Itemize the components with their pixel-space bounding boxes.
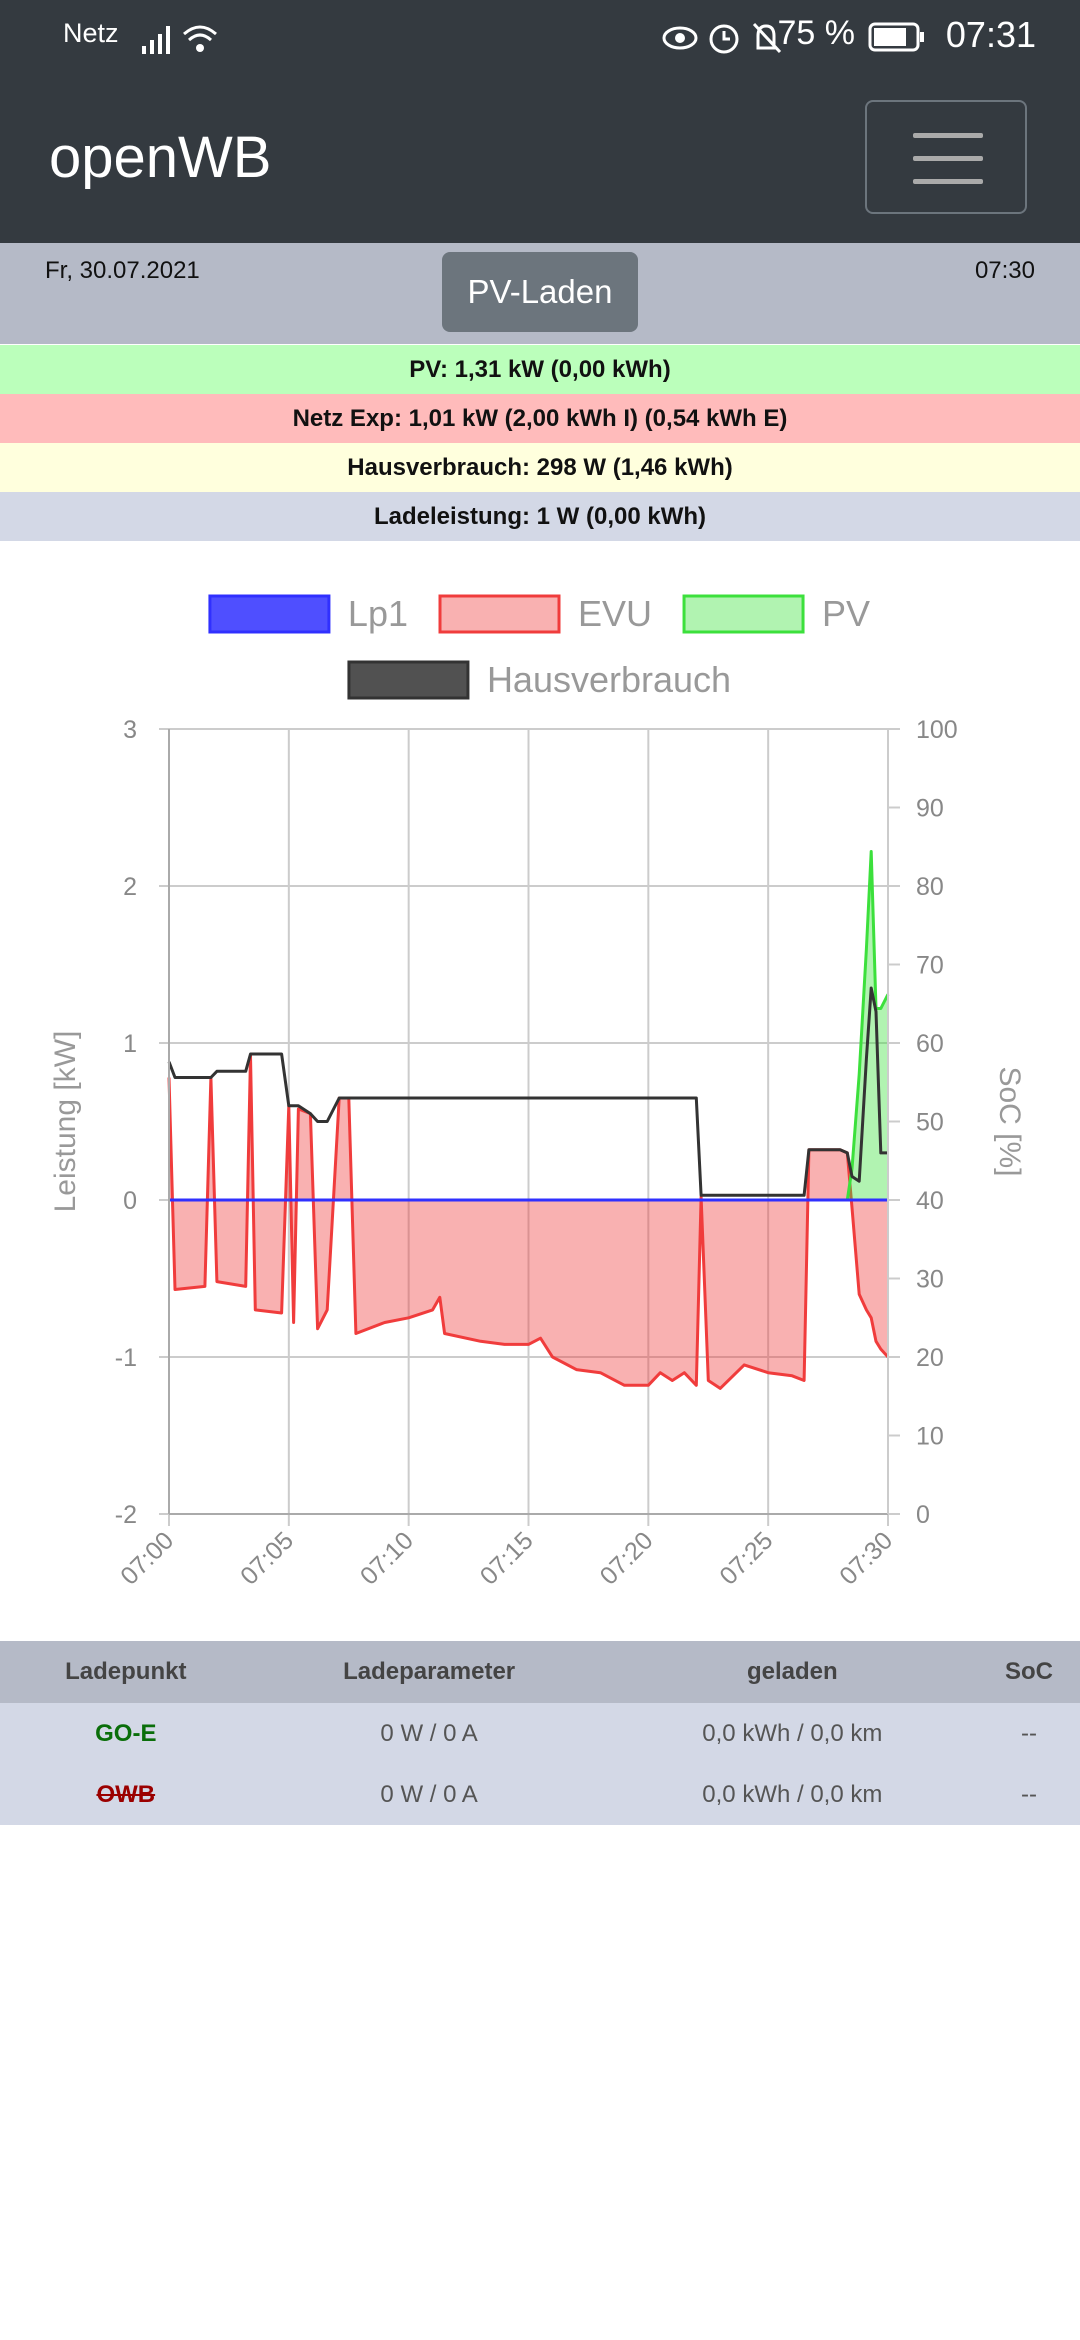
legend-row: Hausverbrauch bbox=[347, 659, 731, 700]
y2-tick-label: 90 bbox=[916, 795, 944, 823]
cell: 0,0 kWh / 0,0 km bbox=[606, 1764, 978, 1825]
table-row: OWB 0 W / 0 A 0,0 kWh / 0,0 km -- bbox=[0, 1764, 1080, 1825]
y2-tick-label: 100 bbox=[916, 716, 958, 744]
battery-icon bbox=[868, 22, 924, 52]
menu-button[interactable] bbox=[865, 100, 1027, 214]
mode-button[interactable]: PV-Laden bbox=[442, 252, 638, 332]
legend-swatch bbox=[438, 594, 561, 634]
y-tick-label: 0 bbox=[123, 1187, 137, 1215]
y2-tick-label: 80 bbox=[916, 873, 944, 901]
cell: 0 W / 0 A bbox=[251, 1703, 607, 1764]
battery-level: 75 % bbox=[777, 14, 856, 52]
y2-tick-label: 0 bbox=[916, 1501, 930, 1529]
cell: 0 W / 0 A bbox=[251, 1764, 607, 1825]
charge-point: OWB bbox=[0, 1764, 252, 1825]
y-axis-title: Leistung [kW] bbox=[49, 1031, 82, 1213]
time: 07:30 bbox=[974, 257, 1035, 284]
legend-swatch bbox=[682, 594, 805, 634]
grid-row: Netz Exp: 1,01 kW (2,00 kWh I) (0,54 kWh… bbox=[0, 394, 1080, 443]
status-icons-left bbox=[142, 25, 217, 54]
status-icons-right bbox=[662, 22, 782, 54]
clock: 07:31 bbox=[945, 14, 1036, 55]
charging-row: Ladeleistung: 1 W (0,00 kWh) bbox=[0, 492, 1080, 541]
y2-axis-title: SoC [%] bbox=[993, 1066, 1026, 1176]
charge-table: Ladepunkt Ladeparameter geladen SoC GO-E… bbox=[0, 1641, 1080, 1825]
x-tick-label: 07:05 bbox=[235, 1526, 299, 1590]
y2-tick-label: 40 bbox=[916, 1187, 944, 1215]
cell: 0,0 kWh / 0,0 km bbox=[606, 1703, 978, 1764]
info-band: Fr, 30.07.2021 PV-Laden 07:30 bbox=[0, 243, 1080, 344]
cell: -- bbox=[977, 1764, 1080, 1825]
x-tick-label: 07:20 bbox=[595, 1526, 659, 1590]
legend-label: PV bbox=[822, 593, 870, 634]
x-tick-label: 07:15 bbox=[475, 1526, 539, 1590]
series-line bbox=[167, 986, 888, 1197]
y2-tick-label: 10 bbox=[916, 1423, 944, 1451]
x-tick-label: 07:30 bbox=[834, 1526, 898, 1590]
legend-swatch bbox=[347, 660, 470, 700]
date: Fr, 30.07.2021 bbox=[45, 257, 200, 284]
x-tick-label: 07:25 bbox=[714, 1526, 778, 1590]
legend-label: Lp1 bbox=[348, 593, 408, 634]
y-tick-label: -2 bbox=[115, 1501, 137, 1529]
y-tick-label: -1 bbox=[115, 1344, 137, 1372]
legend-label: Hausverbrauch bbox=[487, 659, 731, 700]
y-tick-label: 3 bbox=[123, 716, 137, 744]
chart: Lp1 EVU PVHausverbrauch-2-1012301020304050… bbox=[49, 593, 1026, 1590]
table-row: GO-E 0 W / 0 A 0,0 kWh / 0,0 km -- bbox=[0, 1703, 1080, 1764]
y2-tick-label: 30 bbox=[916, 1266, 944, 1294]
y2-tick-label: 20 bbox=[916, 1344, 944, 1372]
column-header: SoC bbox=[977, 1641, 1080, 1703]
y2-tick-label: 70 bbox=[916, 952, 944, 980]
y-tick-label: 2 bbox=[123, 873, 137, 901]
column-header: Ladeparameter bbox=[251, 1641, 607, 1703]
legend-row: Lp1 EVU PV bbox=[208, 593, 870, 634]
carrier: Netz bbox=[63, 18, 119, 48]
pv-row: PV: 1,31 kW (0,00 kWh) bbox=[0, 345, 1080, 394]
column-header: Ladepunkt bbox=[0, 1641, 252, 1703]
x-tick-label: 07:00 bbox=[115, 1526, 179, 1590]
x-tick-label: 07:10 bbox=[355, 1526, 419, 1590]
app-title: openWB bbox=[49, 125, 272, 190]
legend-label: EVU bbox=[578, 593, 652, 634]
y-tick-label: 1 bbox=[123, 1030, 137, 1058]
table-header: Ladepunkt Ladeparameter geladen SoC bbox=[0, 1641, 1080, 1703]
legend-swatch bbox=[208, 594, 331, 634]
y2-tick-label: 50 bbox=[916, 1109, 944, 1137]
top-bar: Netz 75 % 07:31 openWB bbox=[0, 0, 1080, 243]
y2-tick-label: 60 bbox=[916, 1030, 944, 1058]
house-row: Hausverbrauch: 298 W (1,46 kWh) bbox=[0, 443, 1080, 492]
cell: -- bbox=[977, 1703, 1080, 1764]
charge-point: GO-E bbox=[0, 1703, 252, 1764]
column-header: geladen bbox=[606, 1641, 978, 1703]
